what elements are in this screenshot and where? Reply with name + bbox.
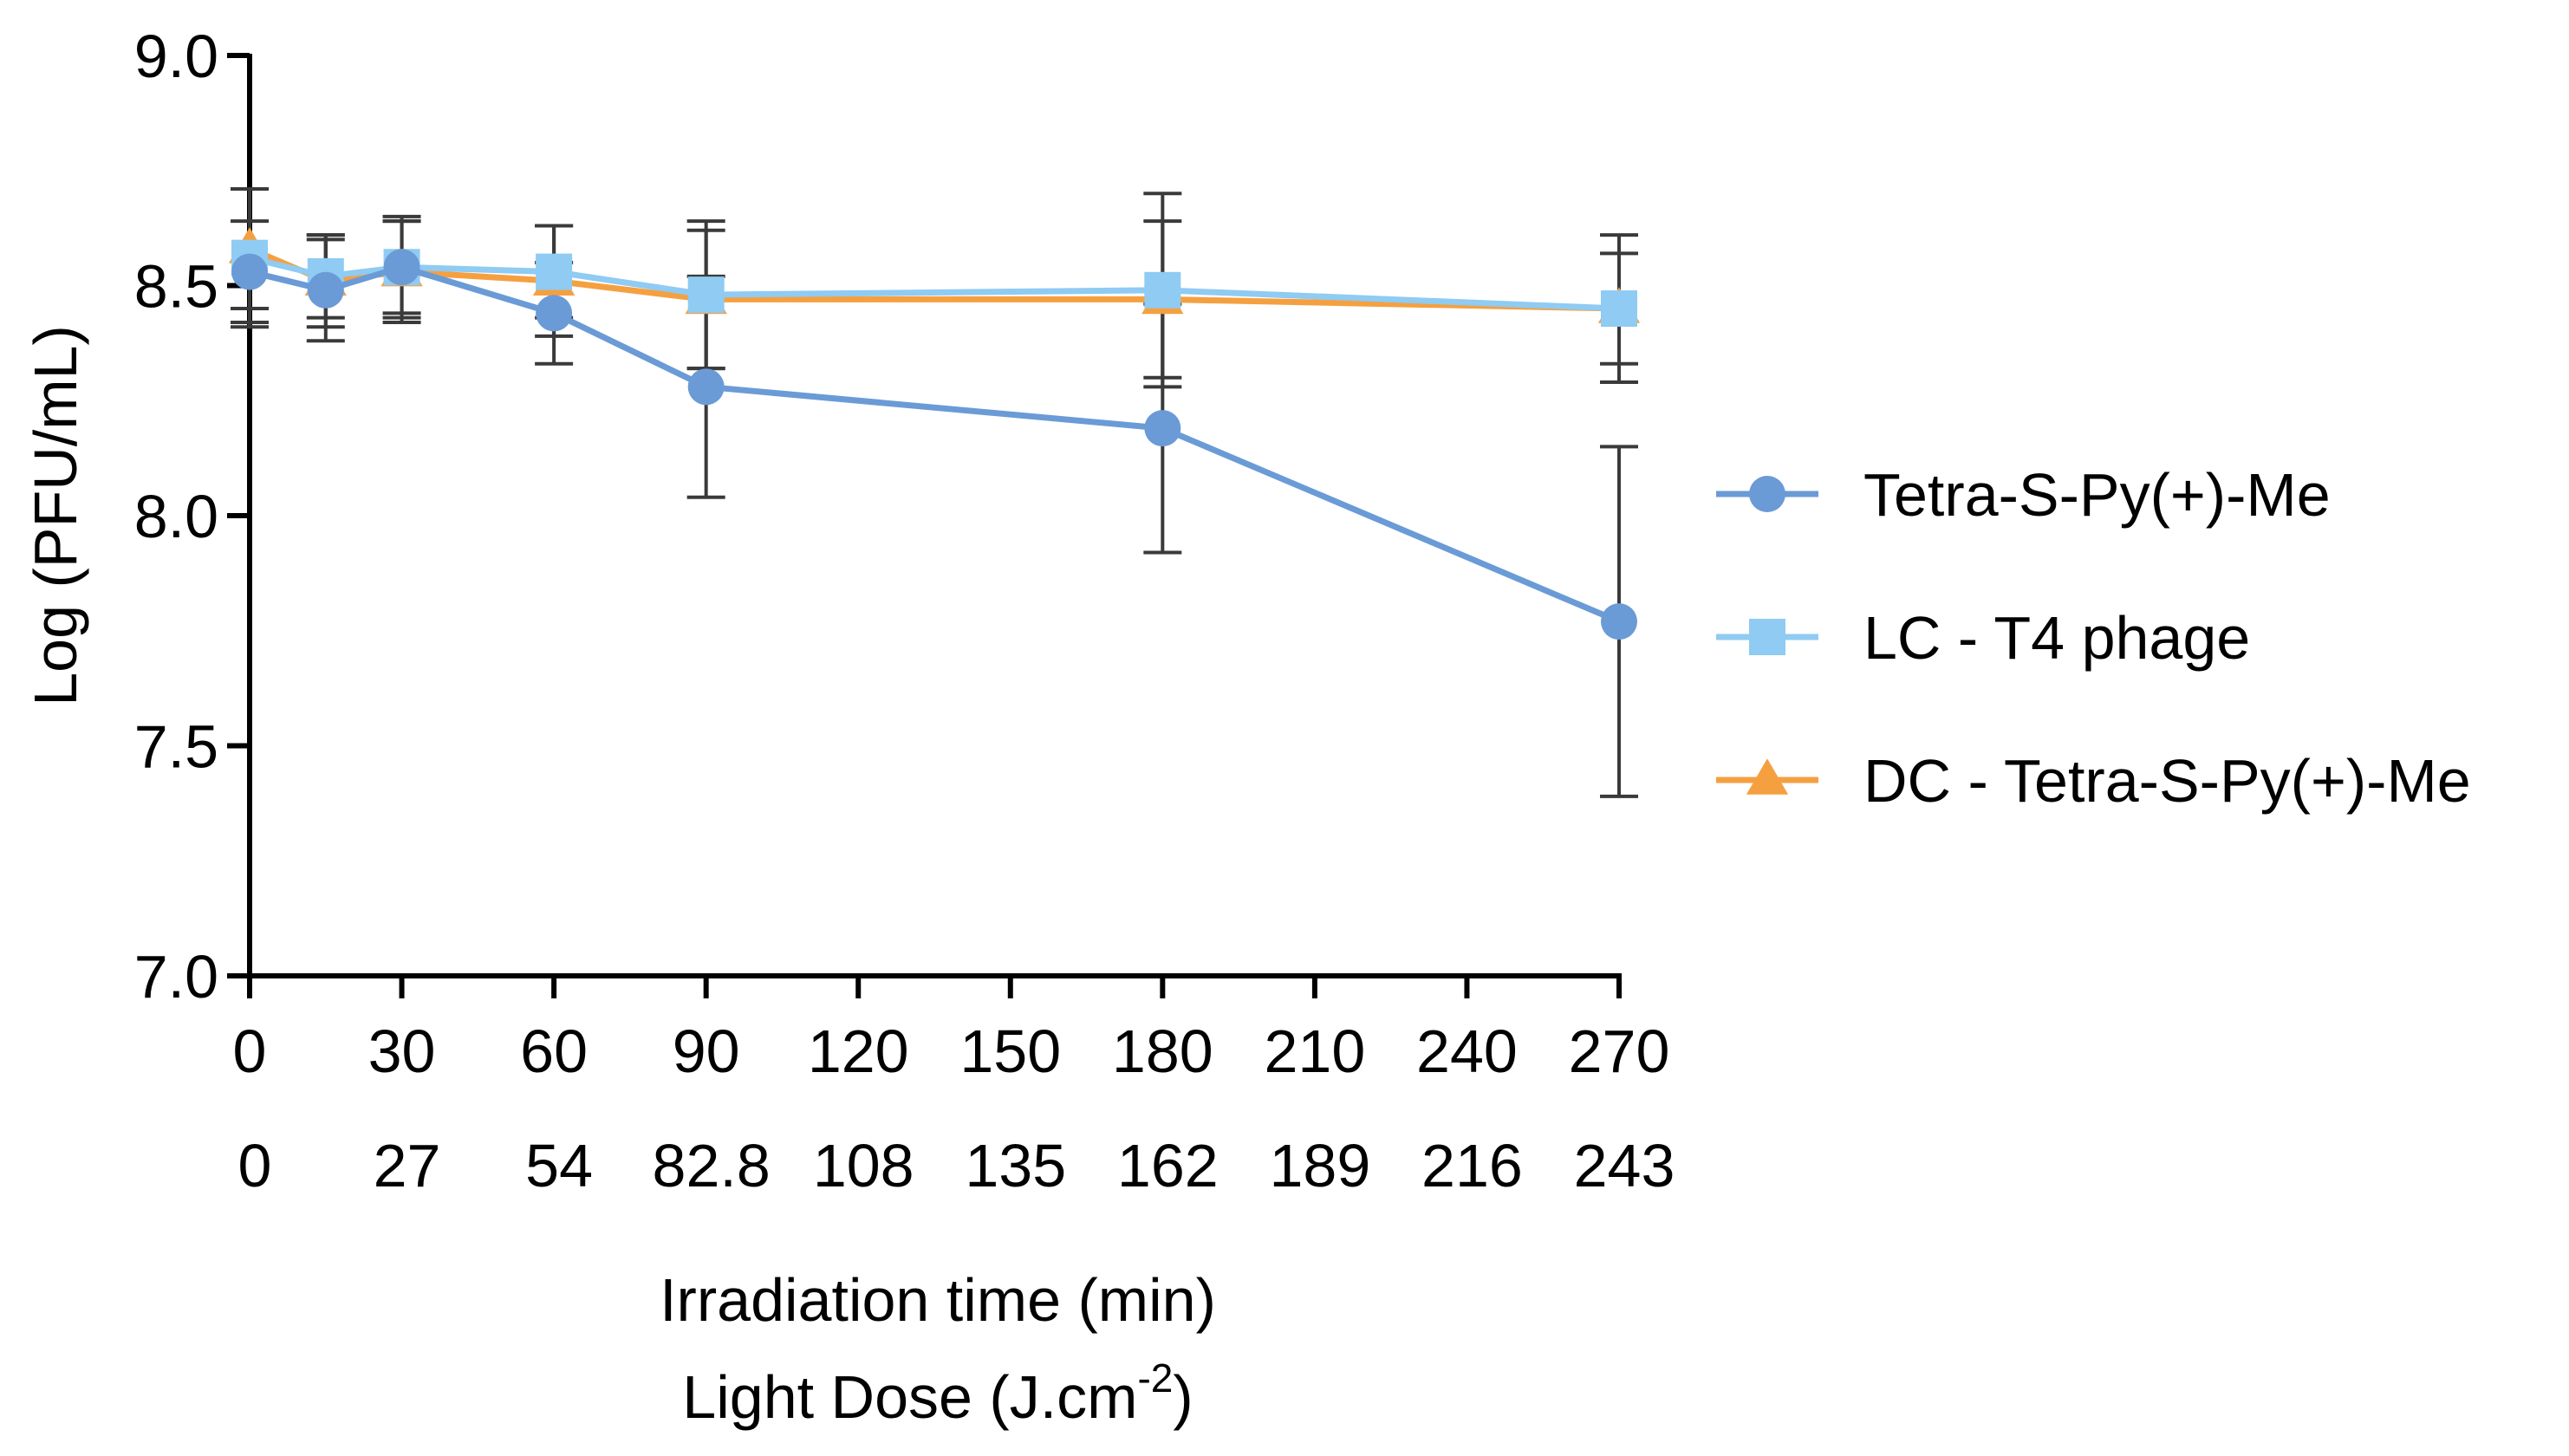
x-tick-label: 150 (959, 1017, 1061, 1085)
legend-label: DC - Tetra-S-Py(+)-Me (1863, 747, 2471, 815)
legend-item: LC - T4 phage (1716, 604, 2250, 672)
data-point (687, 368, 725, 406)
y-tick-label: 8.5 (134, 253, 218, 321)
legend-marker (1749, 476, 1785, 512)
x2-tick-label: 82.8 (653, 1132, 771, 1199)
data-point (1601, 290, 1637, 328)
data-point (1144, 410, 1181, 447)
series-1 (231, 239, 1637, 328)
legend-marker (1749, 619, 1785, 655)
y-tick-label: 7.0 (134, 943, 218, 1011)
x2-tick-label: 135 (965, 1132, 1066, 1199)
legend-label: Tetra-S-Py(+)-Me (1863, 461, 2331, 529)
x-tick-label: 210 (1264, 1017, 1365, 1085)
y-tick-label: 9.0 (134, 23, 218, 90)
x2-tick-label: 0 (238, 1132, 272, 1199)
x2-tick-label: 54 (525, 1132, 593, 1199)
x2-tick-label: 243 (1574, 1132, 1675, 1199)
chart-legend: Tetra-S-Py(+)-Me LC - T4 phage DC - Tetra-… (1716, 461, 2471, 815)
series-errorbars-1 (231, 186, 1638, 389)
x2-tick-label: 189 (1269, 1132, 1370, 1199)
x-tick-label: 0 (233, 1017, 267, 1085)
legend-marker (1746, 758, 1789, 795)
series-line (249, 263, 1621, 625)
series-errorbars-0 (231, 186, 1638, 380)
x-tick-label: 240 (1416, 1017, 1518, 1085)
x-axis-title-2: Light Dose (J.cm-2) (682, 1355, 1193, 1431)
y-tick-label: 7.5 (134, 713, 218, 781)
chart-series (228, 186, 1641, 798)
x-tick-label: 120 (808, 1017, 909, 1085)
y-tick-label: 8.0 (134, 483, 218, 550)
legend-label: LC - T4 phage (1863, 604, 2250, 672)
data-point (1601, 603, 1637, 640)
data-point (307, 271, 344, 309)
chart-axes (247, 54, 1622, 978)
x-tick-label: 30 (368, 1017, 436, 1085)
legend-item: DC - Tetra-S-Py(+)-Me (1716, 747, 2471, 815)
legend-item: Tetra-S-Py(+)-Me (1716, 461, 2331, 529)
data-point (231, 253, 268, 290)
x-axis-title-2-suffix: ) (1173, 1363, 1193, 1431)
x-tick-label: 90 (673, 1017, 740, 1085)
data-point (536, 295, 573, 332)
x2-tick-label: 216 (1421, 1132, 1523, 1199)
data-point (383, 249, 420, 286)
data-point (687, 276, 725, 314)
x2-tick-label: 162 (1117, 1132, 1219, 1199)
x-tick-label: 180 (1112, 1017, 1213, 1085)
x-axis-title: Irradiation time (min) (660, 1266, 1216, 1334)
y-axis-title: Log (PFU/mL) (22, 325, 89, 706)
data-point (1144, 271, 1181, 309)
x-axis-title-2-superscript: -2 (1137, 1355, 1173, 1401)
chart-ticks: 7.0 7.5 8.0 8.5 9.0 0 0 30 27 60 54 90 82.8 120 108 150… (134, 23, 1675, 1199)
x2-tick-label: 108 (813, 1132, 914, 1199)
data-point (536, 253, 573, 290)
x-tick-label: 270 (1569, 1017, 1670, 1085)
series-2 (231, 249, 1637, 640)
x-axis-title-2-prefix: Light Dose (J.cm (682, 1363, 1137, 1431)
x-tick-label: 60 (520, 1017, 588, 1085)
x2-tick-label: 27 (374, 1132, 441, 1199)
series-0 (228, 227, 1641, 323)
